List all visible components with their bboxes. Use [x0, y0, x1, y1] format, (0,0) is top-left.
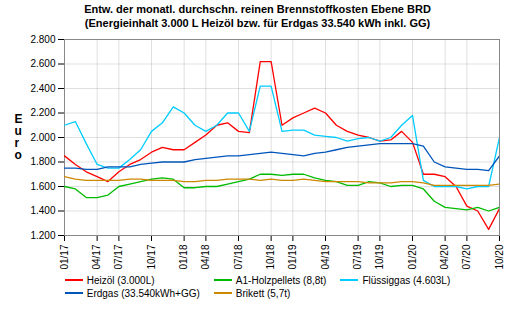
html-text:Heizöl (3.000L): Heizöl (3.000L)	[86, 274, 155, 286]
svg-text:10/19: 10/19	[374, 244, 385, 269]
svg-text:07/20: 07/20	[461, 244, 472, 269]
svg-text:01/19: 01/19	[287, 244, 298, 269]
svg-text:1.400: 1.400	[30, 205, 55, 216]
svg-text:Euro: Euro	[15, 112, 23, 162]
html-text:A1-Holzpellets (8,8t): A1-Holzpellets (8,8t)	[235, 274, 327, 286]
svg-text:07/17: 07/17	[113, 244, 124, 269]
svg-text:04/17: 04/17	[91, 244, 102, 269]
svg-text:07/18: 07/18	[233, 244, 244, 269]
svg-text:01/20: 01/20	[407, 244, 418, 269]
svg-text:01/18: 01/18	[178, 244, 189, 269]
svg-text:04/19: 04/19	[320, 244, 331, 269]
svg-text:07/19: 07/19	[352, 244, 363, 269]
svg-text:10/18: 10/18	[265, 244, 276, 269]
html-text:(Energieinhalt 3.000 L Heizöl: (Energieinhalt 3.000 L Heizöl bzw. für E…	[84, 16, 431, 29]
svg-text:2.800: 2.800	[30, 33, 55, 44]
svg-text:04/18: 04/18	[200, 244, 211, 269]
html-text:Brikett (5,7t): Brikett (5,7t)	[235, 287, 291, 299]
html-text:Flüssiggas (4.603L): Flüssiggas (4.603L)	[362, 274, 451, 286]
svg-text:1.600: 1.600	[30, 180, 55, 191]
svg-text:1.800: 1.800	[30, 156, 55, 167]
svg-text:1.200: 1.200	[30, 229, 55, 240]
svg-text:2.600: 2.600	[30, 58, 55, 69]
svg-text:10/20: 10/20	[494, 244, 505, 269]
svg-text:01/17: 01/17	[59, 244, 70, 269]
svg-text:2.200: 2.200	[30, 107, 55, 118]
svg-text:2.000: 2.000	[30, 131, 55, 142]
html-text:Erdgas (33.540kWh+GG): Erdgas (33.540kWh+GG)	[86, 287, 200, 299]
svg-text:10/17: 10/17	[146, 244, 157, 269]
svg-text:04/20: 04/20	[439, 244, 450, 269]
html-text:Entw. der monatl. durchschn. r: Entw. der monatl. durchschn. reinen Bren…	[84, 3, 431, 15]
svg-text:2.400: 2.400	[30, 82, 55, 93]
